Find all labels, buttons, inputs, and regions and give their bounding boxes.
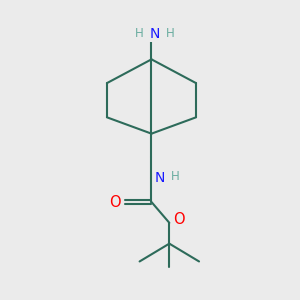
- Text: H: H: [171, 170, 180, 183]
- Text: O: O: [173, 212, 184, 227]
- Text: H: H: [135, 27, 143, 40]
- Text: H: H: [166, 27, 174, 40]
- Text: O: O: [110, 194, 121, 209]
- Text: N: N: [150, 27, 160, 41]
- Text: N: N: [154, 171, 165, 185]
